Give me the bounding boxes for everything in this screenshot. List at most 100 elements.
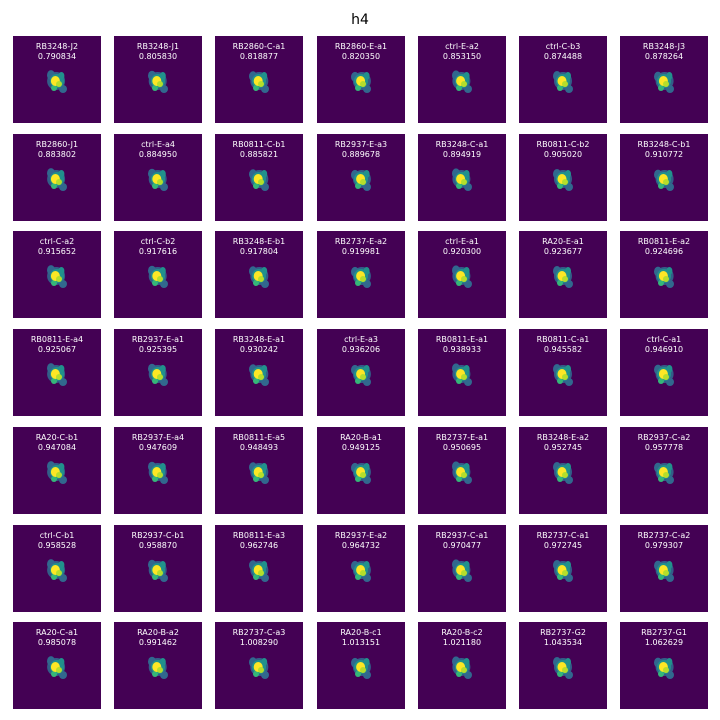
image-panel: RB3248-J1 0.805830 [114, 36, 202, 123]
heatmap-blob [148, 168, 168, 191]
panel-score: 0.925395 [138, 345, 178, 354]
panel-label: RB2937-E-a3 0.889678 [317, 140, 405, 160]
panel-score: 0.991462 [138, 638, 178, 647]
panel-score: 0.910772 [644, 150, 684, 159]
image-panel: ctrl-E-a1 0.920300 [418, 231, 506, 318]
panel-label: RA20-C-b1 0.947084 [13, 433, 101, 453]
panel-score: 0.878264 [644, 52, 684, 61]
panel-score: 0.889678 [341, 150, 381, 159]
heatmap-blob [654, 266, 674, 288]
panel-score: 1.013151 [341, 638, 381, 647]
panel-score: 0.925067 [37, 345, 77, 354]
panel-sample-name: RB2737-C-a2 [637, 531, 691, 540]
panel-label: RB2737-E-a2 0.919981 [317, 237, 405, 257]
panel-score: 0.874488 [543, 52, 583, 61]
panel-score: 0.920300 [442, 247, 482, 256]
panel-label: ctrl-C-a2 0.915652 [13, 237, 101, 257]
heatmap-blob [47, 559, 67, 582]
image-panel: ctrl-E-a3 0.936206 [317, 329, 405, 416]
panel-label: ctrl-E-a4 0.884950 [114, 140, 202, 160]
panel-sample-name: ctrl-E-a2 [445, 42, 479, 51]
image-panel: RB2737-E-a1 0.950695 [418, 427, 506, 514]
heatmap-blob [148, 461, 168, 484]
heatmap-blob [351, 266, 371, 288]
heatmap-blob [351, 169, 371, 191]
panel-sample-name: RA20-E-a1 [542, 237, 584, 246]
panel-score: 0.883802 [37, 150, 77, 159]
panel-score: 0.790834 [37, 52, 77, 61]
heatmap-blob [249, 364, 269, 386]
heatmap-blob [452, 363, 472, 386]
panel-score: 0.923677 [543, 247, 583, 256]
heatmap-blob [351, 560, 371, 582]
panel-sample-name: RB2860-E-a1 [334, 42, 388, 51]
panel-label: RB0811-E-a1 0.938933 [418, 335, 506, 355]
panel-label: RB2737-E-a1 0.950695 [418, 433, 506, 453]
panel-sample-name: RA20-C-b1 [35, 433, 79, 442]
panel-label: RB3248-J3 0.878264 [620, 42, 708, 62]
panel-sample-name: ctrl-C-a1 [646, 335, 682, 344]
image-panel: RA20-C-a1 0.985078 [13, 622, 101, 709]
heatmap-blob [148, 70, 168, 93]
panel-sample-name: RB2937-C-a2 [637, 433, 691, 442]
panel-label: RB3248-E-b1 0.917804 [215, 237, 303, 257]
panel-label: RB0811-E-a2 0.924696 [620, 237, 708, 257]
heatmap-blob [148, 265, 168, 288]
panel-label: RB2737-C-a2 0.979307 [620, 531, 708, 551]
panel-sample-name: RB0811-C-b2 [536, 140, 590, 149]
panel-score: 0.930242 [239, 345, 279, 354]
panel-label: RB2937-E-a2 0.964732 [317, 531, 405, 551]
figure-title: h4 [351, 12, 369, 28]
image-panel: RB0811-E-a4 0.925067 [13, 329, 101, 416]
panel-score: 0.938933 [442, 345, 482, 354]
panel-score: 0.936206 [341, 345, 381, 354]
image-panel: RB2860-J1 0.883802 [13, 134, 101, 221]
panel-label: RB3248-E-a2 0.952745 [519, 433, 607, 453]
image-panel: RB2937-E-a4 0.947609 [114, 427, 202, 514]
heatmap-blob [249, 462, 269, 484]
heatmap-blob [249, 71, 269, 93]
panel-score: 0.820350 [341, 52, 381, 61]
panel-score: 1.021180 [442, 638, 482, 647]
panel-sample-name: RB2860-J1 [35, 140, 79, 149]
image-panel: RB2737-E-a2 0.919981 [317, 231, 405, 318]
image-panel: ctrl-C-b1 0.958528 [13, 525, 101, 612]
panel-sample-name: ctrl-C-b3 [545, 42, 581, 51]
heatmap-blob [249, 657, 269, 679]
panel-sample-name: RA20-C-a1 [35, 628, 79, 637]
heatmap-blob [47, 461, 67, 484]
panel-label: RA20-E-a1 0.923677 [519, 237, 607, 257]
panel-score: 0.946910 [644, 345, 684, 354]
panel-sample-name: ctrl-C-a2 [39, 237, 75, 246]
heatmap-blob [452, 461, 472, 484]
panel-label: ctrl-C-a1 0.946910 [620, 335, 708, 355]
image-panel: RB3248-J3 0.878264 [620, 36, 708, 123]
image-panel: ctrl-E-a4 0.884950 [114, 134, 202, 221]
panel-sample-name: RB2737-C-a1 [536, 531, 590, 540]
panel-score: 0.958870 [138, 541, 178, 550]
panel-label: RA20-B-c2 1.021180 [418, 628, 506, 648]
panel-label: RB0811-C-b2 0.905020 [519, 140, 607, 160]
heatmap-blob [47, 656, 67, 679]
heatmap-blob [553, 169, 573, 191]
image-panel: RA20-B-a1 0.949125 [317, 427, 405, 514]
panel-score: 0.985078 [37, 638, 77, 647]
image-panel: ctrl-E-a2 0.853150 [418, 36, 506, 123]
image-panel: RB3248-C-a1 0.894919 [418, 134, 506, 221]
panel-label: RB2737-C-a1 0.972745 [519, 531, 607, 551]
panel-sample-name: ctrl-C-b1 [39, 531, 75, 540]
panel-sample-name: RB0811-E-a4 [30, 335, 84, 344]
panel-label: RB2737-C-a3 1.008290 [215, 628, 303, 648]
panel-score: 0.950695 [442, 443, 482, 452]
panel-sample-name: ctrl-C-b2 [140, 237, 176, 246]
heatmap-blob [654, 657, 674, 679]
image-panel: RB2860-C-a1 0.818877 [215, 36, 303, 123]
heatmap-blob [351, 462, 371, 484]
panel-label: RB2937-C-b1 0.958870 [114, 531, 202, 551]
panel-label: ctrl-C-b2 0.917616 [114, 237, 202, 257]
panel-sample-name: RB2737-G2 [540, 628, 586, 637]
panel-label: ctrl-C-b1 0.958528 [13, 531, 101, 551]
panel-score: 1.062629 [644, 638, 684, 647]
heatmap-blob [249, 169, 269, 191]
